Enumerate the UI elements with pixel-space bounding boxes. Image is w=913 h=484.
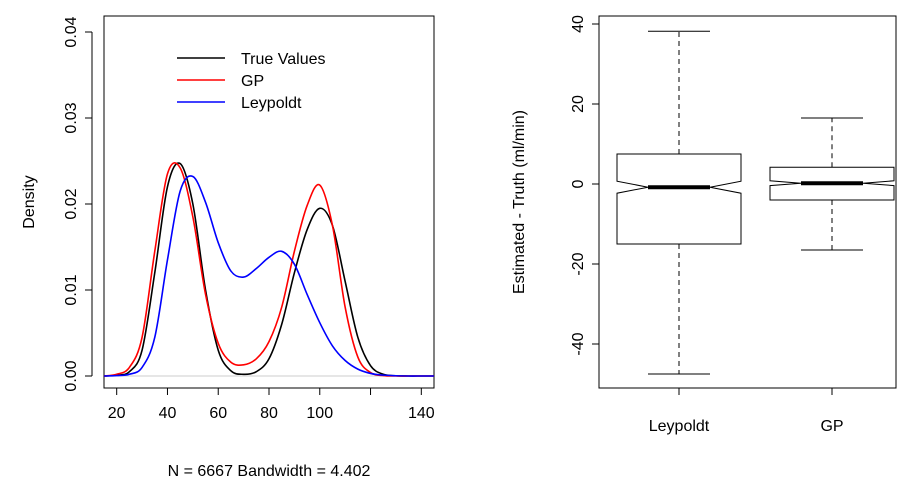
boxplot-boxes-group (616, 30, 895, 375)
density-y-axis: 0.00 0.01 0.02 0.03 0.04 (63, 16, 93, 392)
legend-label-gp: GP (241, 73, 264, 90)
boxplot-y-tick-label: -20 (570, 252, 587, 275)
boxplot-x-tick-label: GP (820, 418, 843, 435)
boxplot-panel: Leypoldt GP -40 -20 0 20 40 Estimated - Truth… (511, 15, 897, 435)
boxplot-plot-frame (598, 15, 897, 389)
boxplot-y-tick-label: -40 (570, 332, 587, 355)
density-plot-frame (103, 15, 435, 389)
box-body-leypoldt (616, 153, 742, 245)
boxplot-x-tick-label: Leypoldt (649, 418, 710, 435)
density-x-tick-label: 60 (209, 405, 227, 422)
density-y-tick-label: 0.03 (63, 102, 80, 133)
legend-label-leypoldt: Leypoldt (241, 95, 302, 112)
box-leypoldt (616, 30, 742, 375)
boxplot-y-axis: -40 -20 0 20 40 (570, 15, 599, 356)
density-x-axis-label: N = 6667 Bandwidth = 4.402 (168, 463, 371, 480)
density-x-tick-label: 80 (260, 405, 278, 422)
density-line-true-values (103, 162, 434, 377)
boxplot-y-tick-label: 40 (570, 15, 587, 33)
density-y-tick-label: 0.01 (63, 274, 80, 305)
density-x-tick-label: 100 (306, 405, 333, 422)
boxplot-y-axis-label: Estimated - Truth (ml/min) (511, 110, 528, 294)
legend-label-true-values: True Values (241, 51, 325, 68)
boxplot-y-tick-label: 20 (570, 95, 587, 113)
density-x-axis: 20 40 60 80 100 140 (108, 387, 435, 422)
density-x-tick-label: 40 (159, 405, 177, 422)
density-y-axis-label: Density (21, 175, 38, 228)
boxplot-y-tick-label: 0 (570, 179, 587, 188)
density-y-tick-label: 0.04 (63, 16, 80, 47)
density-line-leypoldt (103, 175, 434, 377)
box-gp (769, 117, 895, 251)
density-legend: True Values GP Leypoldt (177, 51, 325, 112)
density-series-group (103, 162, 434, 377)
density-x-tick-label: 140 (408, 405, 435, 422)
boxplot-x-axis: Leypoldt GP (649, 388, 844, 435)
density-panel: 20 40 60 80 100 140 0.00 0.01 0.02 0.03 0.04 N = … (21, 15, 435, 480)
density-y-tick-label: 0.00 (63, 360, 80, 391)
density-y-tick-label: 0.02 (63, 188, 80, 219)
density-x-tick-label: 20 (108, 405, 126, 422)
